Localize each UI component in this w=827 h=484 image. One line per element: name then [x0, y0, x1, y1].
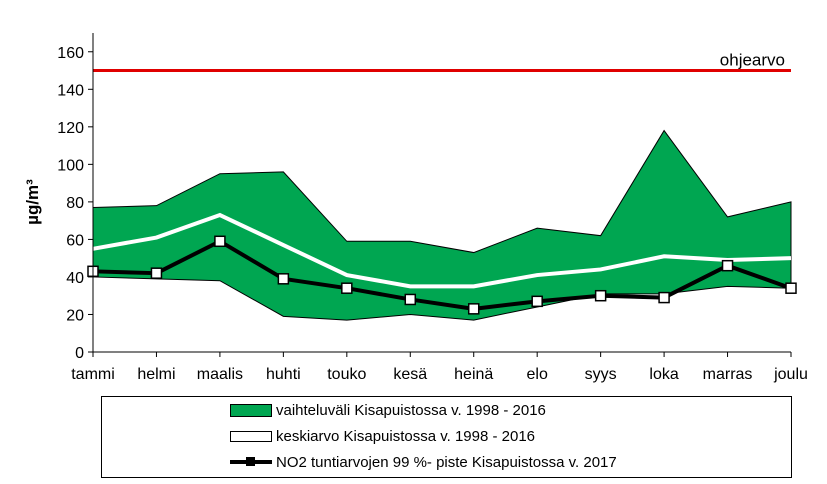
no2-point [594, 289, 607, 302]
x-tick-label: huhti [266, 366, 301, 383]
y-tick-label: 80 [66, 195, 84, 212]
no2-point [721, 259, 734, 272]
no2-point [404, 293, 417, 306]
legend-swatch-range [230, 403, 272, 417]
x-tick-label: helmi [137, 366, 175, 383]
x-tick-label: elo [527, 366, 548, 383]
y-tick-label: 0 [75, 345, 84, 362]
range-band-area [92, 129, 792, 321]
no2-point [658, 291, 670, 304]
y-tick-label: 100 [57, 157, 84, 174]
no2-point [785, 282, 797, 294]
legend-item-range: vaihteluväli Kisapuistossa v. 1998 - 201… [102, 398, 546, 422]
x-tick-label: marras [703, 366, 753, 383]
x-tick-label: kesä [393, 366, 427, 383]
no2-point [341, 282, 353, 294]
no2-point [277, 273, 290, 285]
chart: ohjearvo 0 20 40 60 80 100 120 140 160 tammi helmi m… [23, 33, 808, 383]
plot-area: ohjearvo 0 20 40 60 80 100 120 140 160 tammi helmi m… [57, 33, 808, 383]
y-tick-label: 120 [57, 120, 84, 137]
legend-label-no2: NO2 tuntiarvojen 99 %- piste Kisapuistos… [276, 453, 617, 471]
x-tick-label: maalis [197, 366, 243, 383]
no2-point [531, 295, 543, 308]
no2-point [467, 303, 480, 315]
legend-item-mean: keskiarvo Kisapuistossa v. 1998 - 2016 [102, 424, 535, 448]
y-tick-label: 20 [66, 307, 84, 324]
x-tick-label: tammi [71, 366, 115, 383]
legend-swatch-no2 [230, 455, 272, 469]
series-mean-line [92, 212, 792, 289]
no2-point [150, 267, 163, 279]
legend-swatch-mean [230, 430, 272, 442]
legend-label-mean: keskiarvo Kisapuistossa v. 1998 - 2016 [276, 427, 536, 445]
x-tick-label: loka [649, 366, 678, 383]
x-tick-label: joulu [773, 366, 808, 383]
legend-label-range: vaihteluväli Kisapuistossa v. 1998 - 201… [276, 401, 546, 419]
no2-point [214, 235, 226, 248]
y-tick-label: 60 [66, 232, 84, 249]
legend-item-no2: NO2 tuntiarvojen 99 %- piste Kisapuistos… [102, 450, 617, 474]
reference-line-label: ohjearvo [720, 51, 785, 70]
series-no2-line [92, 239, 792, 311]
y-tick-label: 40 [66, 270, 84, 287]
x-tick-label: syys [585, 366, 617, 383]
y-tick-label: 160 [57, 45, 84, 62]
y-axis-label: µg/m³ [23, 179, 42, 225]
x-tick-label: heinä [454, 366, 493, 383]
legend: vaihteluväli Kisapuistossa v. 1998 - 201… [101, 396, 792, 478]
x-tick-label: touko [327, 366, 366, 383]
y-tick-label: 140 [57, 82, 84, 99]
